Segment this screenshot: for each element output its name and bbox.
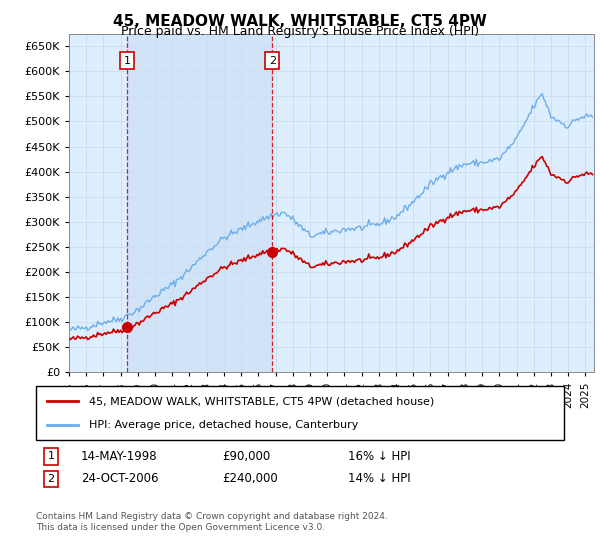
FancyBboxPatch shape [36, 386, 564, 440]
Text: 16% ↓ HPI: 16% ↓ HPI [348, 450, 410, 463]
Text: 14% ↓ HPI: 14% ↓ HPI [348, 472, 410, 486]
Text: Price paid vs. HM Land Registry's House Price Index (HPI): Price paid vs. HM Land Registry's House … [121, 25, 479, 38]
Text: 24-OCT-2006: 24-OCT-2006 [81, 472, 158, 486]
Text: 14-MAY-1998: 14-MAY-1998 [81, 450, 158, 463]
Text: 1: 1 [124, 55, 131, 66]
Text: Contains HM Land Registry data © Crown copyright and database right 2024.
This d: Contains HM Land Registry data © Crown c… [36, 512, 388, 532]
Text: £90,000: £90,000 [222, 450, 270, 463]
Text: 45, MEADOW WALK, WHITSTABLE, CT5 4PW (detached house): 45, MEADOW WALK, WHITSTABLE, CT5 4PW (de… [89, 396, 434, 407]
Text: 45, MEADOW WALK, WHITSTABLE, CT5 4PW: 45, MEADOW WALK, WHITSTABLE, CT5 4PW [113, 14, 487, 29]
Text: 1: 1 [47, 451, 55, 461]
Text: 2: 2 [47, 474, 55, 484]
Text: HPI: Average price, detached house, Canterbury: HPI: Average price, detached house, Cant… [89, 419, 358, 430]
Bar [127, 34, 272, 372]
Text: £240,000: £240,000 [222, 472, 278, 486]
Text: 2: 2 [269, 55, 276, 66]
